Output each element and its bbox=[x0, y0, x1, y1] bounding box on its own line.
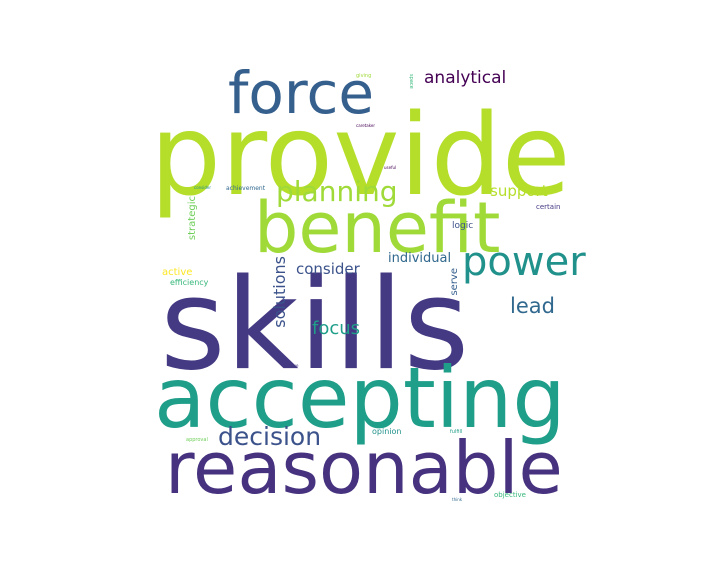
word-accepting: accepting bbox=[154, 349, 566, 447]
word-useful: useful bbox=[384, 165, 397, 170]
word-space: space bbox=[408, 74, 414, 89]
word-power: power bbox=[462, 239, 586, 285]
word-solutions: solutions bbox=[270, 256, 289, 328]
word-planning: planning bbox=[276, 175, 398, 208]
word-active: active bbox=[162, 267, 193, 278]
word-consider: consider bbox=[296, 260, 360, 278]
word-focus: focus bbox=[312, 318, 361, 339]
word-logic: logic bbox=[452, 221, 474, 231]
word-force: force bbox=[228, 59, 375, 127]
word-think: think bbox=[452, 497, 463, 502]
word-approval: approval bbox=[186, 437, 208, 443]
word-believe: believe bbox=[284, 363, 299, 368]
word-lead: lead bbox=[510, 294, 555, 318]
word-caretaker: caretaker bbox=[356, 123, 375, 128]
word-consider-small: consider bbox=[194, 185, 212, 190]
word-benefit: benefit bbox=[254, 187, 501, 269]
word-provide: provide bbox=[150, 91, 571, 221]
word-objective: objective bbox=[494, 491, 526, 499]
word-decision: decision bbox=[218, 422, 322, 451]
word-certain: certain bbox=[536, 203, 561, 211]
word-analytical: analytical bbox=[424, 68, 507, 88]
word-support: support bbox=[490, 182, 548, 200]
word-efficiency: efficiency bbox=[170, 278, 209, 287]
word-opinion: opinion bbox=[372, 427, 402, 436]
word-strategic: strategic bbox=[187, 196, 198, 241]
word-reasonable: reasonable bbox=[165, 426, 563, 510]
word-skills: skills bbox=[160, 251, 470, 398]
word-giving: giving bbox=[356, 73, 372, 79]
word-individual: individual bbox=[388, 251, 452, 266]
word-achievement: achievement bbox=[226, 185, 266, 192]
word-serve: serve bbox=[449, 268, 460, 296]
word-fulfill: fulfill bbox=[450, 429, 463, 435]
